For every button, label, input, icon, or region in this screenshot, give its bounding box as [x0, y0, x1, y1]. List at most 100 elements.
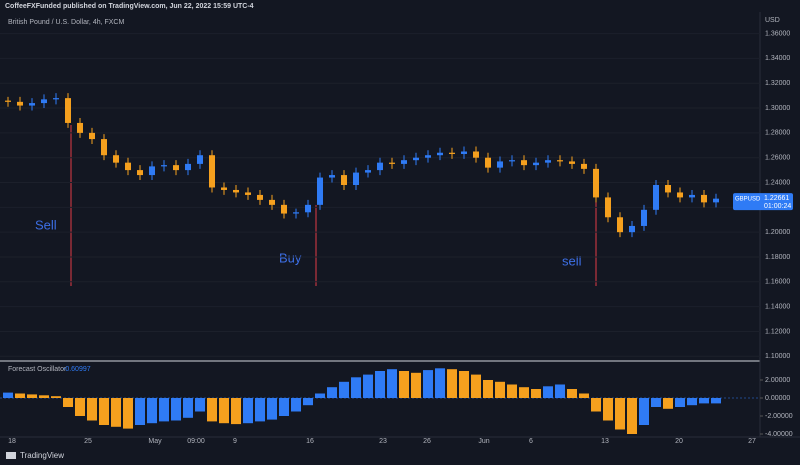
osc-bar: [663, 398, 673, 409]
x-tick-label: 9: [233, 438, 237, 445]
y-tick-label: 1.26000: [765, 155, 790, 162]
candle-body: [137, 170, 143, 176]
candle-body: [329, 175, 335, 178]
candle-body: [41, 99, 47, 104]
osc-bar: [3, 392, 13, 398]
x-tick-label: 26: [423, 438, 431, 445]
osc-bar: [327, 387, 337, 398]
candle-body: [653, 185, 659, 210]
candle-body: [593, 168, 599, 198]
candle-body: [17, 101, 23, 106]
osc-bar: [675, 398, 685, 407]
candle-body: [341, 175, 347, 185]
osc-bar: [375, 371, 385, 398]
candle-body: [257, 194, 263, 200]
candle-body: [461, 151, 467, 154]
candle-body: [53, 98, 59, 100]
candle-body: [389, 162, 395, 164]
osc-bar: [27, 394, 37, 398]
osc-bar: [519, 387, 529, 398]
candle-body: [605, 197, 611, 218]
y-tick-label: 1.30000: [765, 105, 790, 112]
osc-bar: [651, 398, 661, 407]
osc-bar: [495, 381, 505, 398]
candle-body: [317, 177, 323, 205]
osc-bar: [195, 398, 205, 412]
candle-body: [677, 192, 683, 198]
oscillator-name: Forecast Oscillator: [8, 366, 67, 373]
osc-bar: [699, 398, 709, 404]
osc-bar: [135, 398, 145, 425]
y-tick-label: 1.36000: [765, 30, 790, 37]
osc-bar: [555, 384, 565, 398]
candle-body: [401, 160, 407, 164]
candle-body: [149, 166, 155, 176]
logo: [6, 452, 16, 459]
candle-body: [545, 160, 551, 163]
candle-body: [413, 157, 419, 161]
annotation: sell: [562, 253, 582, 268]
osc-tick-label: -4.00000: [765, 431, 793, 438]
osc-bar: [423, 370, 433, 398]
candle-body: [209, 155, 215, 188]
osc-bar: [567, 389, 577, 398]
candle-body: [353, 172, 359, 185]
osc-tick-label: 2.00000: [765, 377, 790, 384]
y-tick-label: 1.10000: [765, 353, 790, 360]
osc-bar: [87, 398, 97, 421]
y-tick-label: 1.14000: [765, 303, 790, 310]
candle-body: [113, 155, 119, 163]
y-axis-label: USD: [765, 17, 780, 24]
symbol-tag: GBPUSD: [735, 197, 761, 203]
osc-bar: [99, 398, 109, 425]
osc-tick-label: 0.00000: [765, 395, 790, 402]
osc-bar: [51, 396, 61, 398]
y-tick-label: 1.18000: [765, 254, 790, 261]
candle-body: [521, 160, 527, 166]
osc-bar: [243, 398, 253, 424]
osc-bar: [711, 398, 721, 404]
candle-body: [365, 170, 371, 173]
candle-body: [617, 217, 623, 233]
candle-body: [89, 132, 95, 140]
osc-bar: [363, 374, 373, 398]
osc-bar: [315, 393, 325, 398]
candle-body: [197, 155, 203, 164]
osc-bar: [615, 398, 625, 430]
candle-body: [581, 163, 587, 169]
candle-body: [641, 209, 647, 226]
candle-body: [293, 212, 299, 214]
countdown: 01:00:24: [764, 203, 791, 210]
osc-bar: [15, 393, 25, 398]
osc-bar: [483, 380, 493, 398]
annotation: Buy: [279, 250, 302, 265]
osc-bar: [279, 398, 289, 416]
osc-bar: [147, 398, 157, 424]
x-tick-label: 25: [84, 438, 92, 445]
candle-body: [497, 161, 503, 168]
candle-body: [173, 165, 179, 171]
candle-body: [245, 192, 251, 195]
candle-body: [77, 122, 83, 133]
osc-bar: [399, 371, 409, 398]
osc-bar: [579, 393, 589, 398]
osc-bar: [75, 398, 85, 416]
candle-body: [629, 225, 635, 233]
candle-body: [425, 155, 431, 158]
candle-body: [533, 162, 539, 166]
price-tag: [733, 193, 793, 211]
x-tick-label: Jun: [478, 438, 489, 445]
y-tick-label: 1.28000: [765, 130, 790, 137]
y-tick-label: 1.12000: [765, 328, 790, 335]
x-tick-label: May: [148, 438, 162, 445]
osc-bar: [39, 395, 49, 398]
x-tick-label: 23: [379, 438, 387, 445]
candle-body: [305, 204, 311, 213]
osc-bar: [387, 369, 397, 398]
x-tick-label: 09:00: [187, 438, 205, 445]
candle-body: [281, 204, 287, 214]
osc-bar: [459, 371, 469, 398]
candle-body: [437, 152, 443, 156]
y-tick-label: 1.34000: [765, 55, 790, 62]
